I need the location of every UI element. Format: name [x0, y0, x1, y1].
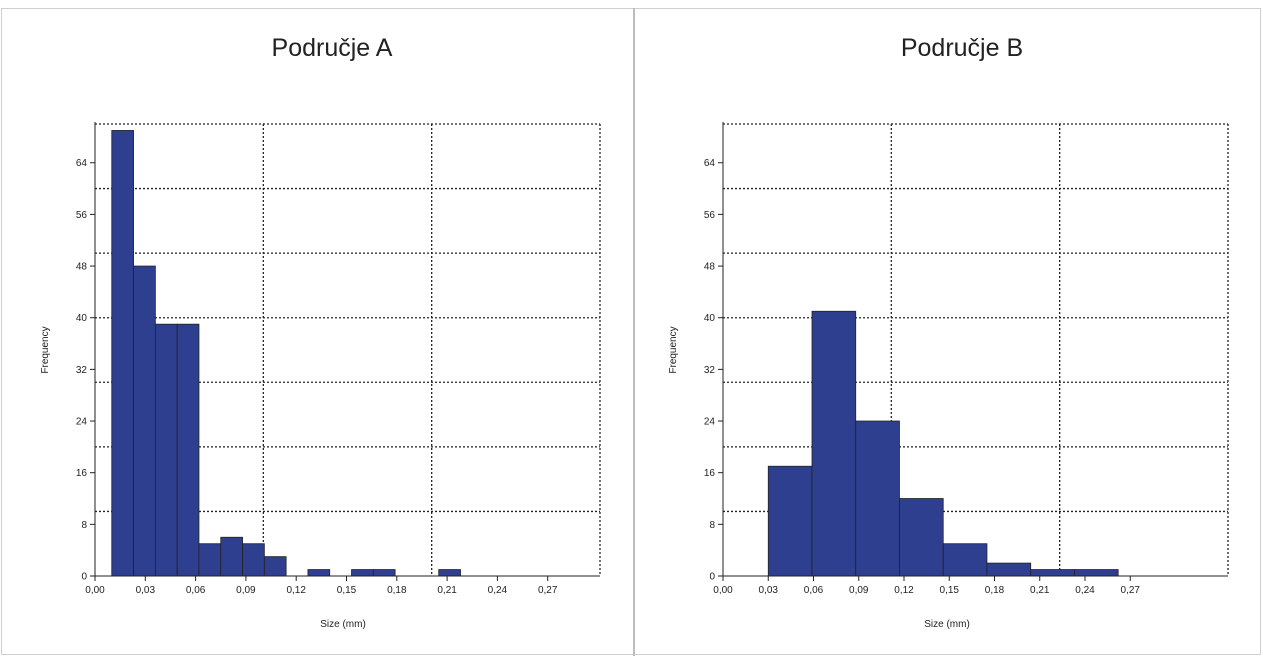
histogram-bar — [133, 265, 156, 577]
histogram-bar — [372, 569, 396, 577]
y-tick-label: 64 — [704, 158, 716, 169]
histogram-bar — [986, 562, 1032, 577]
x-axis-label: Size (mm) — [320, 619, 366, 630]
x-tick-label: 0,27 — [1121, 585, 1141, 596]
x-tick-label: 0,00 — [85, 585, 105, 596]
histogram-bar — [307, 569, 331, 577]
y-tick-label: 48 — [76, 262, 88, 273]
histogram-bar — [242, 543, 265, 577]
x-tick-label: 0,12 — [894, 585, 914, 596]
y-tick-label: 8 — [81, 520, 87, 531]
histogram-bar — [855, 420, 900, 577]
x-tick-label: 0,18 — [985, 585, 1005, 596]
y-axis-label: Frequency — [40, 326, 51, 373]
y-tick-label: 0 — [81, 572, 87, 583]
y-tick-label: 24 — [76, 417, 88, 428]
histogram-bar — [767, 465, 813, 577]
x-tick-label: 0,27 — [538, 585, 558, 596]
y-tick-label: 48 — [704, 262, 716, 273]
y-tick-label: 32 — [76, 365, 88, 376]
y-axis-label: Frequency — [668, 326, 679, 373]
figure-border — [1, 8, 1261, 655]
x-tick-label: 0,00 — [713, 585, 733, 596]
x-tick-label: 0,24 — [1075, 585, 1095, 596]
histogram-bar — [1030, 569, 1075, 577]
histogram-bar — [1074, 569, 1119, 577]
chart-title: Područje B — [901, 34, 1023, 62]
histogram-bar — [351, 569, 374, 577]
y-tick-label: 40 — [76, 313, 88, 324]
x-tick-label: 0,24 — [488, 585, 508, 596]
y-tick-label: 56 — [76, 210, 88, 221]
y-tick-label: 16 — [76, 468, 88, 479]
histogram-bar — [899, 498, 944, 577]
x-tick-label: 0,12 — [286, 585, 306, 596]
x-tick-label: 0,21 — [437, 585, 457, 596]
x-tick-label: 0,09 — [849, 585, 869, 596]
x-tick-label: 0,06 — [186, 585, 206, 596]
x-axis-label: Size (mm) — [924, 619, 970, 630]
histogram-bar — [176, 323, 200, 577]
x-tick-label: 0,03 — [136, 585, 156, 596]
x-tick-label: 0,03 — [759, 585, 779, 596]
y-tick-label: 16 — [704, 468, 716, 479]
x-tick-label: 0,15 — [337, 585, 357, 596]
histogram-bar — [811, 310, 857, 577]
bars — [767, 310, 1119, 577]
histogram-bar — [154, 323, 178, 577]
y-tick-label: 32 — [704, 365, 716, 376]
axes: 0 8 16 24 32 40 48 56 64 0,00 0,03 0,06 0,09 0,12 0,15… — [76, 122, 600, 596]
histogram-bar — [111, 130, 134, 577]
histogram-bar — [220, 536, 243, 577]
histogram-bar — [198, 543, 222, 577]
y-tick-label: 56 — [704, 210, 716, 221]
chart-title: Područje A — [272, 34, 393, 62]
y-tick-label: 8 — [709, 520, 715, 531]
x-tick-label: 0,09 — [236, 585, 256, 596]
axes: 0 8 16 24 32 40 48 56 64 0,00 0,03 0,06 0,09 0,12 0,15… — [704, 122, 1228, 596]
histogram-bar — [942, 543, 988, 577]
y-tick-label: 0 — [709, 572, 715, 583]
y-tick-label: 24 — [704, 417, 716, 428]
x-tick-label: 0,06 — [804, 585, 824, 596]
histogram-bar — [263, 556, 287, 577]
x-tick-label: 0,18 — [387, 585, 407, 596]
bars — [111, 130, 461, 577]
histogram-bar — [438, 569, 461, 577]
y-tick-label: 64 — [76, 158, 88, 169]
x-tick-label: 0,15 — [940, 585, 960, 596]
x-tick-label: 0,21 — [1030, 585, 1050, 596]
y-tick-label: 40 — [704, 313, 716, 324]
